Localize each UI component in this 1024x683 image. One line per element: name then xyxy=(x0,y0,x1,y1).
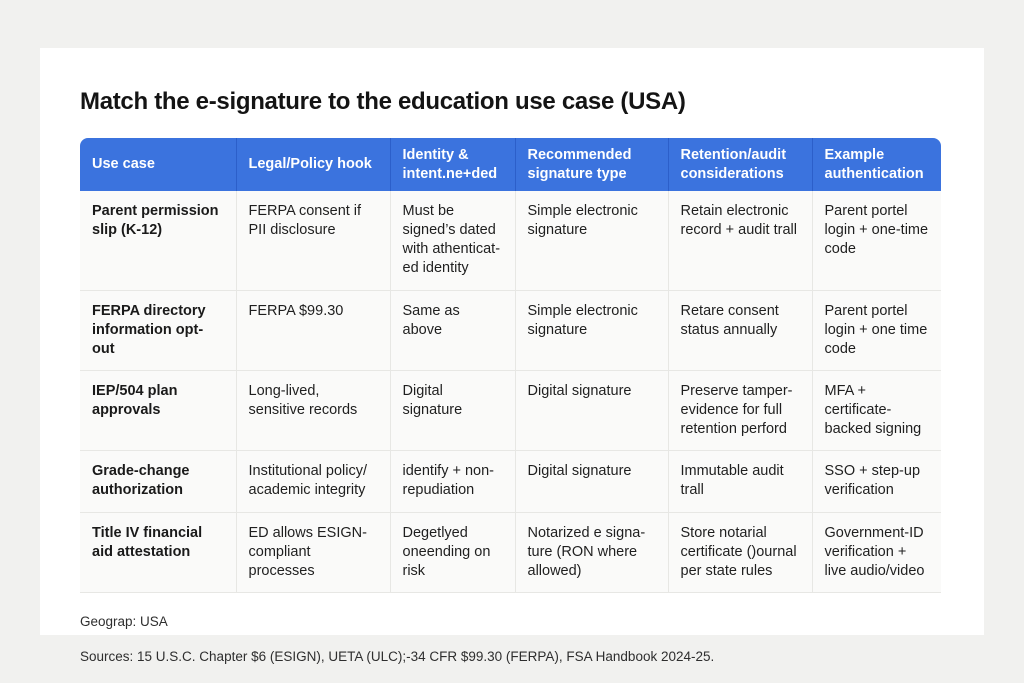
table-cell-2-4: Preserve tamper-evidence for full retent… xyxy=(668,370,813,452)
header-cell-2: Identity & intent.ne+ded xyxy=(390,138,516,191)
table-cell-3-1: Institutional policy/ academic integrity xyxy=(236,450,391,513)
table-cell-4-5: Government-ID verification + live audio/… xyxy=(812,512,941,593)
sources-note: Sources: 15 U.S.C. Chapter $6 (ESIGN), U… xyxy=(80,648,715,664)
table-body: Parent permission slip (K-12) FERPA conse… xyxy=(80,191,941,593)
table-cell-4-1: ED allows ESIGN-compliant processes xyxy=(236,512,391,593)
table-cell-1-4: Retare consent status annually xyxy=(668,290,813,371)
table-cell-2-0: IEP/504 plan approvals xyxy=(80,370,237,452)
table-row-2: IEP/504 plan approvals Long-lived, sensit… xyxy=(80,370,941,452)
table-cell-4-4: Store notarial certificate ()ournal per … xyxy=(668,512,813,593)
table-row-0: Parent permission slip (K-12) FERPA conse… xyxy=(80,191,941,291)
table-cell-3-5: SSO + step-up verification xyxy=(812,450,941,513)
table-cell-4-0: Title IV financial aid attestation xyxy=(80,512,237,593)
table-cell-2-1: Long-lived, sensitive records xyxy=(236,370,391,452)
table-cell-2-2: Digital signature xyxy=(390,370,516,452)
header-cell-1: Legal/Policy hook xyxy=(236,138,391,191)
table-cell-1-2: Same as above xyxy=(390,290,516,371)
header-cell-5: Example authentication xyxy=(812,138,941,191)
table-cell-2-3: Digital signature xyxy=(515,370,669,452)
table-cell-0-2: Must be signed’s dated with athenticat-e… xyxy=(390,191,516,291)
table-cell-4-3: Notarized e signa-ture (RON where allowe… xyxy=(515,512,669,593)
table-cell-1-3: Simple electronic signature xyxy=(515,290,669,371)
header-cell-0: Use case xyxy=(80,138,237,191)
table-cell-3-2: identify + non-repudiation xyxy=(390,450,516,513)
table-cell-0-1: FERPA consent if PII disclosure xyxy=(236,191,391,291)
header-cell-4: Retention/audit considerations xyxy=(668,138,813,191)
table-cell-3-4: Immutable audit trall xyxy=(668,450,813,513)
geography-note: Geograp: USA xyxy=(80,613,168,629)
page-title: Match the e-signature to the education u… xyxy=(80,88,686,115)
table-cell-1-5: Parent portel login + one time code xyxy=(812,290,941,371)
table-cell-4-2: Degetlyed oneending on risk xyxy=(390,512,516,593)
table-cell-3-0: Grade-change authorization xyxy=(80,450,237,513)
esignature-use-case-table: Use case Legal/Policy hook Identity & inte… xyxy=(80,138,941,593)
table-cell-0-4: Retain electronic record + audit trall xyxy=(668,191,813,291)
content-card: Match the e-signature to the education u… xyxy=(40,48,984,664)
table-header: Use case Legal/Policy hook Identity & inte… xyxy=(80,138,941,191)
table-cell-0-3: Simple electronic signature xyxy=(515,191,669,291)
table-cell-1-0: FERPA directory information opt-out xyxy=(80,290,237,371)
header-cell-3: Recommended signature type xyxy=(515,138,669,191)
table-cell-0-0: Parent permission slip (K-12) xyxy=(80,191,237,291)
table-cell-0-5: Parent portel login + one-time code xyxy=(812,191,941,291)
table-cell-1-1: FERPA $99.30 xyxy=(236,290,391,371)
table-cell-3-3: Digital signature xyxy=(515,450,669,513)
table-cell-2-5: MFA + certificate-backed signing xyxy=(812,370,941,452)
table-row-1: FERPA directory information opt-out FERPA… xyxy=(80,290,941,371)
table-row-3: Grade-change authorization Institutional … xyxy=(80,450,941,513)
header-row: Use case Legal/Policy hook Identity & inte… xyxy=(80,138,941,191)
table-row-4: Title IV financial aid attestation ED all… xyxy=(80,512,941,593)
